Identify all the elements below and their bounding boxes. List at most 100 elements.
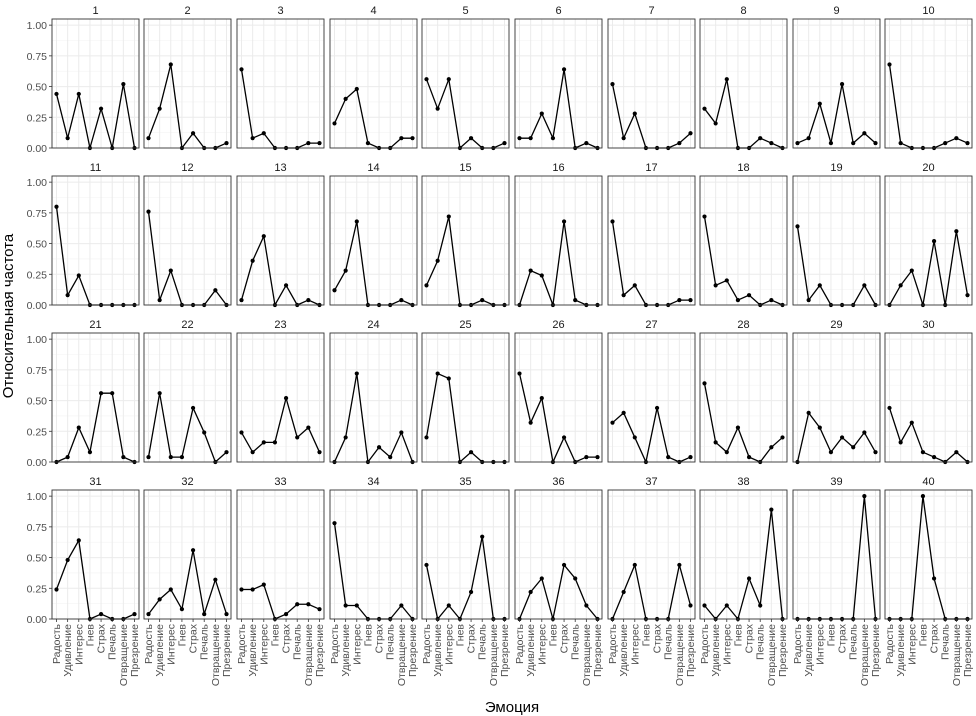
series-line: [147, 393, 227, 464]
facet-panel-10: 10: [884, 5, 973, 151]
facet-label: 31: [89, 476, 101, 488]
y-tick-label: 0.00: [27, 300, 48, 312]
data-point: [213, 288, 218, 293]
series-line: [888, 231, 969, 306]
facet-panel-29: 29: [792, 319, 881, 465]
data-point: [746, 454, 752, 460]
panel-border: [236, 18, 325, 149]
facet-panel-38: 38 Радость Удивление Интерес Гнев Страх Печаль…: [699, 476, 789, 686]
facet-label: 17: [645, 162, 657, 174]
data-point: [317, 140, 322, 146]
data-point: [528, 136, 533, 141]
x-tick-label: Гнев: [84, 624, 96, 647]
x-tick-label: Отвращение: [951, 624, 963, 686]
facet-panel-9: 9: [792, 5, 881, 149]
data-point: [283, 283, 289, 288]
x-tick-label: Гнев: [362, 624, 374, 647]
x-axis-title: Эмоция: [485, 699, 539, 716]
data-point: [862, 131, 867, 136]
y-tick-label: 1.00: [27, 177, 48, 189]
panel-border: [329, 18, 418, 149]
data-point: [179, 607, 185, 612]
panel-background: [422, 19, 509, 148]
data-point: [573, 297, 578, 303]
data-point: [561, 435, 567, 440]
data-point: [332, 121, 337, 126]
facet-panel-23: 23: [236, 319, 325, 463]
data-point: [724, 603, 729, 608]
data-point: [817, 101, 822, 106]
chart-panels: 10.000.250.500.751.002 3 4 5 6 7 8 9 10110.000.2…: [27, 5, 974, 686]
facet-label: 7: [648, 5, 654, 17]
x-tick-label: Гнев: [547, 624, 559, 647]
facet-label: 27: [645, 319, 657, 331]
x-tick-label: Отвращение: [859, 624, 871, 686]
panel-background: [330, 490, 417, 619]
y-tick-label: 1.00: [27, 491, 48, 503]
facet-panel-21: 21 0.00 0.25 0.50 0.75 1.00: [27, 319, 140, 469]
facet-label: 23: [274, 319, 286, 331]
series-line: [56, 392, 135, 463]
x-tick-label: Радость: [51, 623, 63, 664]
data-point: [98, 391, 104, 396]
facet-panel-11: 11 0.00 0.25 0.50 0.75 1.00: [27, 162, 140, 312]
data-point: [584, 454, 589, 460]
facet-label: 35: [459, 476, 471, 488]
facet-panel-25: 25: [421, 319, 510, 465]
facet-panel-39: 39 Радость Удивление Интерес Гнев Страх Печаль…: [792, 476, 882, 686]
panel-background: [885, 333, 972, 462]
x-tick-label: Интерес: [258, 624, 270, 665]
data-point: [190, 548, 196, 553]
data-point: [410, 136, 415, 141]
data-point: [621, 136, 626, 141]
data-point: [239, 297, 244, 303]
panel-background: [793, 333, 880, 462]
data-point: [76, 538, 81, 543]
panel-border: [514, 175, 603, 306]
data-point: [561, 67, 567, 72]
panel-background: [700, 19, 787, 148]
facet-panel-5: 5: [421, 5, 510, 151]
data-point: [224, 450, 229, 455]
panel-border: [143, 175, 232, 306]
data-point: [446, 603, 451, 608]
panel-background: [52, 490, 139, 619]
facet-panel-24: 24: [329, 319, 418, 465]
data-point: [261, 440, 266, 445]
data-point: [146, 611, 151, 617]
data-point: [306, 140, 311, 146]
x-tick-label: Удивление: [710, 624, 722, 677]
data-point: [354, 86, 359, 92]
data-point: [688, 131, 693, 136]
x-tick-label: Отвращение: [303, 624, 315, 686]
facet-label: 40: [922, 476, 934, 488]
data-point: [332, 521, 337, 526]
facet-panel-18: 18: [699, 162, 788, 308]
data-point: [65, 136, 70, 141]
data-point: [898, 283, 903, 288]
data-point: [110, 391, 115, 396]
data-point: [399, 297, 404, 303]
data-point: [610, 82, 615, 87]
panel-border: [143, 489, 232, 620]
panel-border: [884, 18, 973, 149]
panel-background: [52, 333, 139, 462]
data-point: [561, 562, 567, 568]
panel-border: [607, 489, 696, 620]
x-tick-label: Печаль: [663, 623, 675, 659]
facet-label: 28: [737, 319, 749, 331]
panel-border: [514, 489, 603, 620]
data-point: [190, 405, 196, 411]
data-point: [168, 587, 173, 592]
x-tick-label: Радость: [143, 623, 155, 664]
facet-label: 21: [89, 319, 101, 331]
x-tick-label: Отвращение: [118, 624, 130, 686]
facet-panel-14: 14: [329, 162, 418, 308]
data-point: [898, 140, 903, 146]
y-tick-label: 0.75: [27, 208, 48, 220]
facet-label: 18: [737, 162, 749, 174]
data-point: [654, 405, 660, 411]
x-tick-label: Печаль: [570, 623, 582, 659]
x-tick-label: Печаль: [477, 623, 489, 659]
facet-panel-8: 8: [699, 5, 788, 151]
